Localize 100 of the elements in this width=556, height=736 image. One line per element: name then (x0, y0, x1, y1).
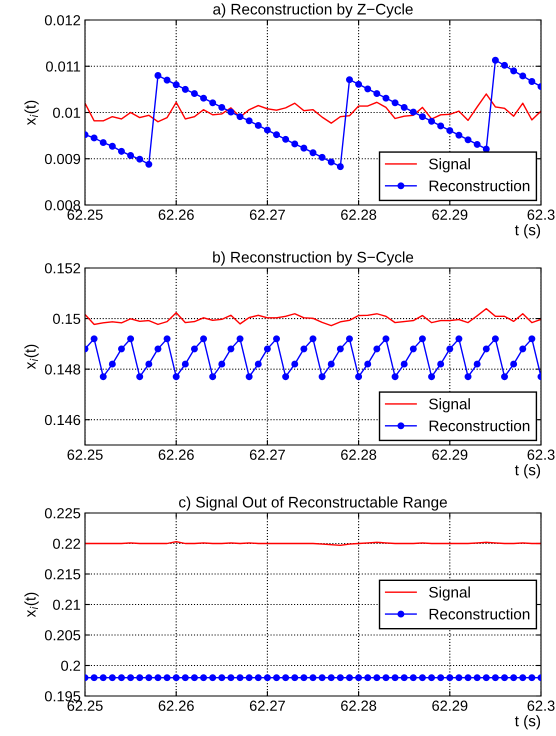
point (492, 335, 499, 342)
point (328, 158, 335, 166)
x-tick-label: 62.25 (67, 210, 103, 220)
x-tick-label: 62.26 (158, 450, 194, 460)
point (218, 360, 226, 368)
point (310, 335, 316, 342)
y-tick-label: 0.009 (44, 154, 80, 164)
point (90, 134, 98, 142)
point (154, 72, 162, 79)
y-tick-label: 0.148 (44, 364, 80, 375)
point (355, 80, 362, 88)
point (118, 148, 125, 155)
point (172, 373, 180, 380)
point (382, 335, 390, 342)
point (136, 156, 144, 163)
y-tick-label: 0.008 (44, 200, 80, 210)
x-tick-label: 62.27 (250, 700, 285, 711)
point (346, 335, 353, 342)
point (492, 56, 499, 64)
point (318, 373, 326, 380)
x-tick-label: 62.26 (158, 700, 194, 711)
x-tick-label: 62.27 (250, 210, 285, 220)
x-tick-label: 62.25 (67, 700, 103, 711)
point (127, 335, 134, 342)
y-tick-label: 0.195 (44, 691, 80, 702)
point (246, 117, 253, 124)
point (428, 373, 436, 380)
x-tick-label: 62.29 (432, 210, 468, 220)
point (100, 373, 107, 380)
point (464, 373, 472, 380)
point (510, 360, 518, 368)
point (291, 140, 298, 148)
point (300, 144, 308, 152)
point (418, 335, 426, 342)
y-tick-label: 0.2 (61, 660, 80, 671)
point (437, 122, 444, 130)
point (501, 62, 508, 69)
x-axis-title: t (s) (514, 464, 540, 478)
point (346, 76, 353, 84)
point (300, 345, 308, 352)
point (145, 160, 152, 168)
point (264, 345, 271, 352)
x-tick-label: 62.3 (528, 210, 555, 220)
point (118, 345, 125, 352)
point (154, 345, 162, 352)
point (364, 85, 372, 92)
point (510, 67, 518, 74)
point (474, 140, 481, 148)
y-tick-label: 0.146 (44, 414, 80, 426)
x-axis-title: t (s) (514, 224, 540, 238)
y-tick-label: 0.205 (44, 630, 80, 640)
y-tick-label: 0.012 (44, 15, 80, 26)
x-tick-label: 62.3 (528, 700, 555, 711)
point (236, 335, 244, 342)
point (528, 78, 536, 85)
point (164, 76, 171, 84)
x-tick-label: 62.3 (528, 450, 555, 460)
y-axis-title: x$_{i}$(t) (24, 592, 39, 618)
point (392, 373, 399, 380)
x-tick-label: 62.29 (432, 700, 468, 711)
x-tick-label: 62.26 (158, 210, 194, 220)
point (273, 335, 280, 342)
point (455, 132, 462, 139)
line-series (85, 308, 541, 326)
x-axis-title: t (s) (514, 715, 540, 730)
x-tick-label: 62.28 (341, 700, 376, 711)
chart-title: b) Reconstruction by S−Cycle (213, 251, 414, 266)
point (164, 335, 171, 342)
legend-label: Signal (429, 158, 470, 172)
x-tick-label: 62.28 (341, 450, 376, 460)
legend-label: Reconstruction (430, 420, 530, 432)
x-tick-label: 62.27 (250, 450, 285, 460)
y-tick-label: 0.15 (53, 314, 80, 324)
y-tick-label: 0.225 (44, 508, 80, 518)
legend-label: Signal (429, 586, 470, 601)
point (90, 335, 98, 342)
point (519, 345, 526, 352)
legend-label: Signal (429, 398, 470, 412)
point (373, 345, 380, 352)
point (336, 345, 344, 352)
y-tick-label: 0.152 (44, 263, 80, 274)
point (400, 360, 408, 368)
point (310, 149, 316, 156)
point (145, 360, 152, 368)
point (200, 335, 208, 342)
point (182, 86, 189, 93)
legend-label: Reconstruction (430, 608, 530, 620)
point (400, 104, 408, 111)
y-tick-label: 0.215 (44, 569, 80, 580)
point (446, 345, 454, 352)
point (291, 360, 298, 368)
x-tick-label: 62.25 (67, 450, 103, 460)
point (282, 373, 290, 380)
x-tick-label: 62.29 (432, 450, 468, 460)
point (392, 99, 399, 106)
x-tick-label: 62.28 (341, 210, 376, 220)
point (108, 360, 116, 368)
point (254, 122, 262, 129)
y-axis-title: x$_{i}$(t) (24, 100, 39, 126)
point (227, 345, 234, 352)
